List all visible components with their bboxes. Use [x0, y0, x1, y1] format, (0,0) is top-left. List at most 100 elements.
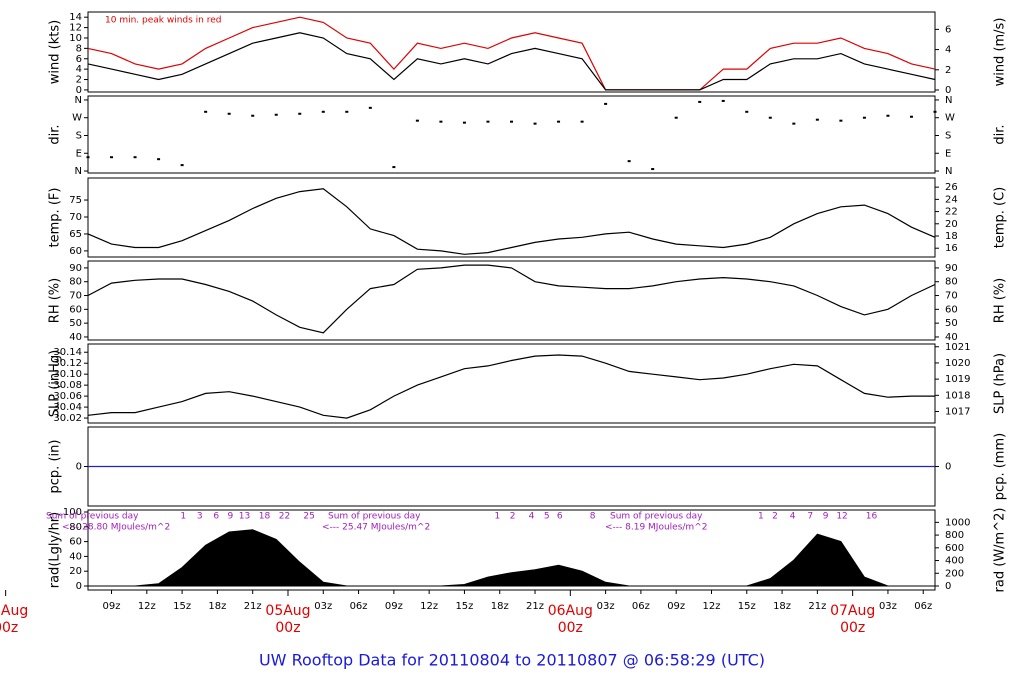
hour-mark: 9 — [227, 512, 233, 522]
y-tick-label: E — [76, 148, 82, 159]
y2-tick-label: 22 — [945, 207, 958, 218]
y-tick-label: 65 — [69, 229, 82, 240]
y2-tick-label: 600 — [945, 543, 964, 554]
x-tick-label: 21z — [244, 601, 262, 612]
x-tick-label: 18z — [773, 601, 791, 612]
dir-point — [768, 116, 772, 119]
dir-point — [298, 112, 302, 115]
y-tick-label: 30.12 — [53, 358, 82, 369]
y2-tick-label: 70 — [945, 291, 958, 302]
y2-tick-label: 6 — [945, 24, 951, 35]
dir-point — [227, 112, 231, 115]
y-tick-label: 75 — [69, 195, 82, 206]
day-label: 05Aug — [265, 603, 310, 619]
y-tick-label: 12 — [69, 23, 82, 34]
y2-tick-label: 1018 — [945, 390, 970, 401]
y2-tick-label: N — [945, 166, 952, 177]
y-axis-label: SLP (inHg) — [48, 350, 63, 418]
y-tick-label: 0 — [76, 462, 82, 473]
dir-point — [557, 120, 561, 123]
dir-point — [533, 122, 537, 125]
hour-mark: 6 — [213, 512, 219, 522]
dir-point — [180, 164, 184, 167]
hour-mark: 25 — [303, 512, 314, 522]
hour-mark: 6 — [557, 512, 563, 522]
y2-tick-label: 60 — [945, 304, 958, 315]
y-tick-label: 4 — [76, 64, 82, 75]
y2-tick-label: 1017 — [945, 407, 970, 418]
y-tick-label: W — [72, 113, 82, 124]
panel-frame — [87, 260, 936, 341]
y2-tick-label: 4 — [945, 45, 951, 56]
annotation: <--- 8.19 MJoules/m^2 — [605, 523, 707, 533]
dir-point — [886, 114, 890, 117]
y2-tick-label: 1019 — [945, 374, 970, 385]
y-axis-label: temp. (F) — [48, 188, 63, 248]
series-line — [87, 16, 936, 91]
y-axis-label: pcp. (in) — [48, 440, 63, 494]
dir-point — [251, 114, 255, 117]
hour-mark: 18 — [259, 512, 271, 522]
y-tick-label: 10 — [69, 33, 82, 44]
hour-mark: 2 — [772, 512, 778, 522]
x-tick-label: 03z — [597, 601, 615, 612]
dir-point — [862, 116, 866, 119]
y2-tick-label: 0 — [945, 462, 951, 473]
series-area — [87, 529, 936, 587]
dir-point — [486, 120, 490, 123]
y2-tick-label: W — [945, 113, 955, 124]
x-tick-label: 18z — [491, 601, 509, 612]
dir-point — [933, 110, 937, 113]
y-tick-label: N — [75, 166, 82, 177]
y2-tick-label: E — [945, 148, 951, 159]
hour-mark: 3 — [197, 512, 203, 522]
y2-tick-label: 90 — [945, 263, 958, 274]
hour-mark: 9 — [823, 512, 829, 522]
y2-tick-label: 1000 — [945, 517, 970, 528]
y-tick-label: 30.14 — [53, 347, 82, 358]
hour-mark: 1 — [495, 512, 501, 522]
x-tick-label: 12z — [138, 601, 156, 612]
y2-tick-label: 200 — [945, 568, 964, 579]
hour-mark: 16 — [866, 512, 878, 522]
hour-mark: 12 — [836, 512, 847, 522]
dir-point — [345, 110, 349, 113]
series-line — [87, 354, 935, 419]
dir-point — [815, 118, 819, 121]
x-tick-label: 21z — [526, 601, 544, 612]
y2-tick-label: N — [945, 95, 952, 106]
dir-point — [580, 120, 584, 123]
dir-point — [510, 120, 513, 123]
y-tick-label: S — [76, 130, 82, 141]
series-line — [87, 264, 936, 334]
hour-mark: 4 — [529, 512, 535, 522]
x-tick-label: 03z — [314, 601, 332, 612]
y-tick-label: 60 — [69, 304, 82, 315]
dir-point — [204, 110, 208, 113]
y2-tick-label: 1021 — [945, 342, 970, 353]
y-tick-label: 40 — [69, 332, 82, 343]
hour-mark: 7 — [807, 512, 813, 522]
panel-frame — [87, 343, 936, 424]
y-axis-label: dir. — [48, 124, 63, 144]
y2-axis-label: wind (m/s) — [993, 18, 1008, 87]
x-tick-label: 15z — [738, 601, 756, 612]
y-tick-label: 80 — [69, 277, 82, 288]
annotation: Sum of previous day — [46, 512, 139, 522]
dir-point — [909, 115, 913, 118]
y2-tick-label: 0 — [945, 85, 951, 96]
dir-point — [368, 106, 372, 109]
day-hour-label: 00z — [0, 620, 18, 636]
day-label: 07Aug — [830, 603, 875, 619]
hour-mark: 2 — [510, 512, 516, 522]
day-label: 06Aug — [548, 603, 593, 619]
dir-point — [157, 158, 161, 161]
dir-point — [133, 156, 137, 159]
y-tick-label: 8 — [76, 43, 82, 54]
y2-tick-label: 2 — [945, 65, 951, 76]
y2-axis-label: SLP (hPa) — [993, 353, 1008, 414]
y2-tick-label: 26 — [945, 182, 958, 193]
y2-tick-label: 24 — [945, 194, 958, 205]
dir-point — [110, 156, 114, 159]
